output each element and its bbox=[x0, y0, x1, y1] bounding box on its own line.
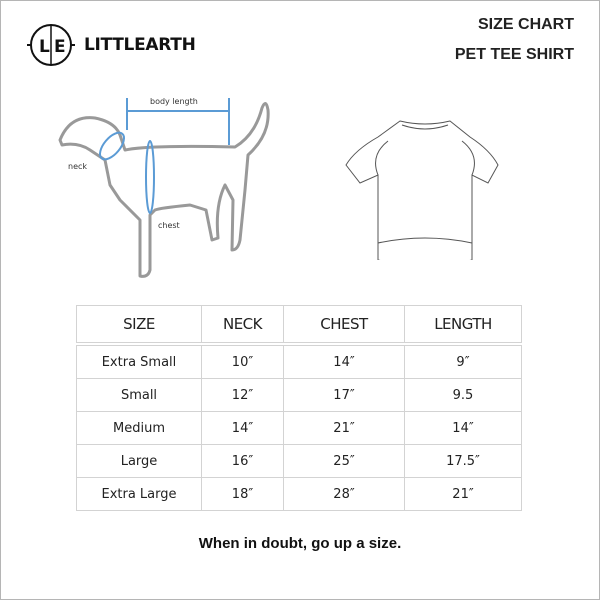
cell-length: 9″ bbox=[404, 343, 522, 379]
cell-chest: 21″ bbox=[283, 411, 405, 445]
neck-label: neck bbox=[68, 162, 88, 171]
sizing-advice: When in doubt, go up a size. bbox=[198, 535, 402, 552]
cell-neck: 12″ bbox=[201, 378, 284, 412]
dog-illustration bbox=[58, 98, 270, 278]
brand-name: LITTLEARTH bbox=[84, 35, 196, 55]
cell-length: 9.5 bbox=[404, 378, 522, 412]
brand-logo: L E LITTLEARTH bbox=[26, 22, 196, 68]
cell-neck: 16″ bbox=[201, 444, 284, 478]
cell-length: 21″ bbox=[404, 477, 522, 511]
page-subtitle: PET TEE SHIRT bbox=[454, 46, 574, 63]
cell-chest: 25″ bbox=[283, 444, 405, 478]
logo-emblem-icon: L E bbox=[27, 24, 75, 66]
cell-chest: 28″ bbox=[283, 477, 405, 511]
cell-neck: 14″ bbox=[201, 411, 284, 445]
header-length: LENGTH bbox=[404, 305, 522, 346]
header-size: SIZE bbox=[76, 305, 202, 346]
table-row: Large 16″ 25″ 17.5″ bbox=[76, 444, 522, 478]
header-chest: CHEST bbox=[283, 305, 405, 346]
cell-length: 17.5″ bbox=[404, 444, 522, 478]
table-row: Extra Large 18″ 28″ 21″ bbox=[76, 477, 522, 511]
cell-size: Large bbox=[76, 444, 202, 478]
cell-size: Small bbox=[76, 378, 202, 412]
table-row: Extra Small 10″ 14″ 9″ bbox=[76, 343, 522, 379]
table-row: Small 12″ 17″ 9.5 bbox=[76, 378, 522, 412]
table-header-row: SIZE NECK CHEST LENGTH bbox=[76, 305, 522, 346]
svg-text:L: L bbox=[39, 37, 50, 57]
cell-size: Medium bbox=[76, 411, 202, 445]
tee-shirt-illustration bbox=[345, 120, 499, 260]
cell-neck: 18″ bbox=[201, 477, 284, 511]
cell-chest: 14″ bbox=[283, 343, 405, 379]
cell-size: Extra Large bbox=[76, 477, 202, 511]
svg-text:E: E bbox=[54, 37, 66, 57]
cell-size: Extra Small bbox=[76, 343, 202, 379]
table-row: Medium 14″ 21″ 14″ bbox=[76, 411, 522, 445]
cell-length: 14″ bbox=[404, 411, 522, 445]
body-length-label: body length bbox=[150, 97, 198, 106]
page-title: SIZE CHART bbox=[478, 16, 574, 33]
header-neck: NECK bbox=[201, 305, 284, 346]
cell-neck: 10″ bbox=[201, 343, 284, 379]
cell-chest: 17″ bbox=[283, 378, 405, 412]
size-table: SIZE NECK CHEST LENGTH Extra Small 10″ 14″… bbox=[76, 305, 522, 511]
chest-label: chest bbox=[158, 221, 180, 230]
